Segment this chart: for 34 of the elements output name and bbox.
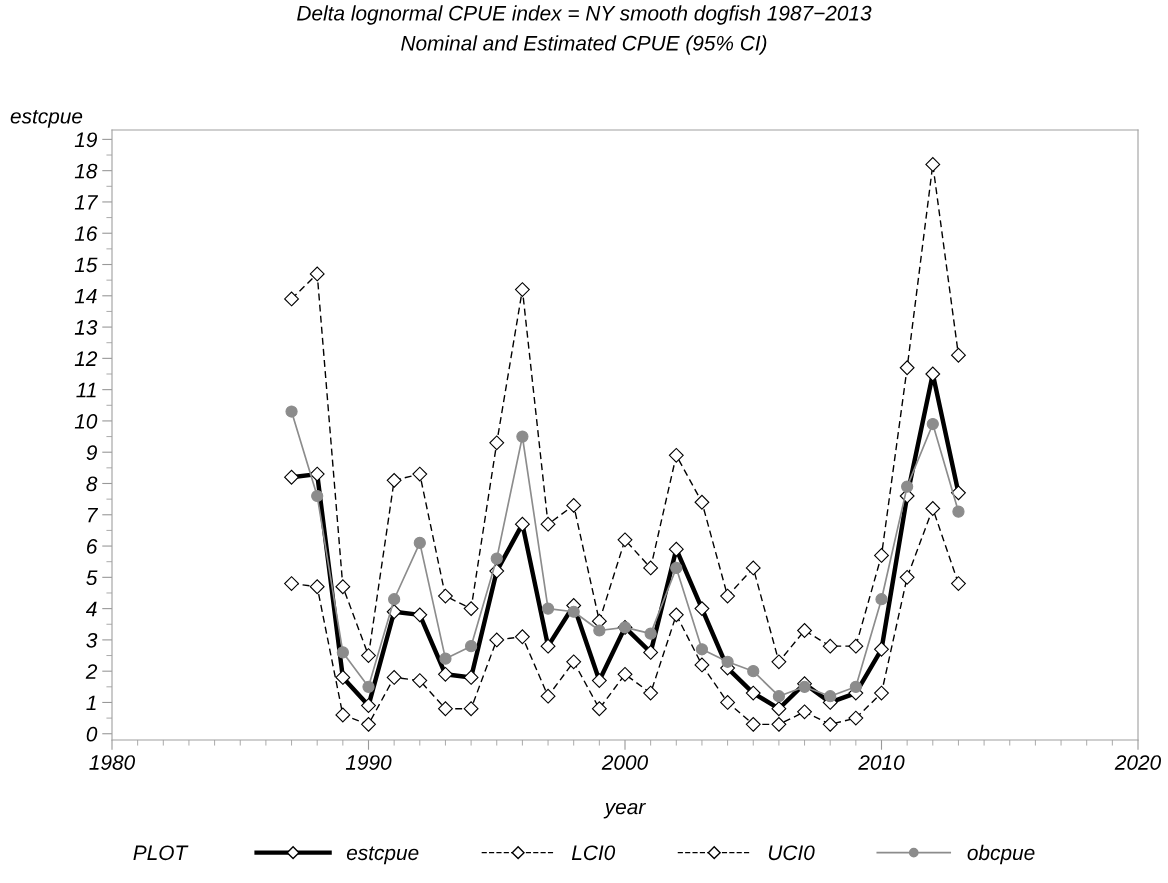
- y-tick-label: 3: [86, 632, 98, 648]
- y-tick-label: 6: [87, 539, 98, 554]
- y-tick-label: 19: [74, 132, 97, 148]
- y-tick-label: 12: [74, 351, 98, 366]
- x-tick-label: 2010: [858, 755, 905, 770]
- x-axis-title: year: [603, 802, 646, 819]
- x-tick-label: 1980: [89, 755, 135, 770]
- y-tick-label: 7: [87, 507, 99, 523]
- y-tick-label: 14: [74, 289, 97, 304]
- x-tick-label: 2020: [1114, 755, 1161, 770]
- legend-title: PLOT: [133, 845, 189, 861]
- y-axis-title: estcpue: [10, 109, 83, 128]
- y-tick-label: 2: [85, 664, 98, 679]
- y-tick-label: 18: [74, 163, 98, 179]
- legend-label: obcpue: [967, 844, 1035, 865]
- y-tick-label: 10: [74, 413, 98, 429]
- x-tick-label: 2000: [601, 755, 648, 770]
- y-tick-label: 5: [86, 570, 98, 586]
- legend-label: estcpue: [346, 846, 419, 865]
- y-tick-label: 11: [76, 382, 96, 398]
- y-tick-label: 4: [85, 601, 97, 617]
- y-tick-label: 0: [86, 726, 98, 742]
- y-tick-label: 8: [86, 476, 98, 492]
- y-tick-label: 9: [86, 445, 97, 460]
- y-tick-label: 15: [74, 257, 98, 273]
- y-tick-label: 1: [86, 695, 96, 711]
- x-tick-label: 1990: [345, 755, 392, 770]
- legend-label: UCI0: [768, 845, 815, 861]
- y-tick-label: 17: [74, 195, 99, 210]
- chart-title: Delta lognormal CPUE index = NY smooth dogfish 1987−2013: [297, 5, 872, 25]
- chart-subtitle: Nominal and Estimated CPUE (95% CI): [401, 35, 767, 55]
- y-tick-label: 13: [74, 320, 98, 335]
- legend-label: LCI0: [571, 845, 616, 861]
- y-tick-label: 16: [74, 226, 98, 241]
